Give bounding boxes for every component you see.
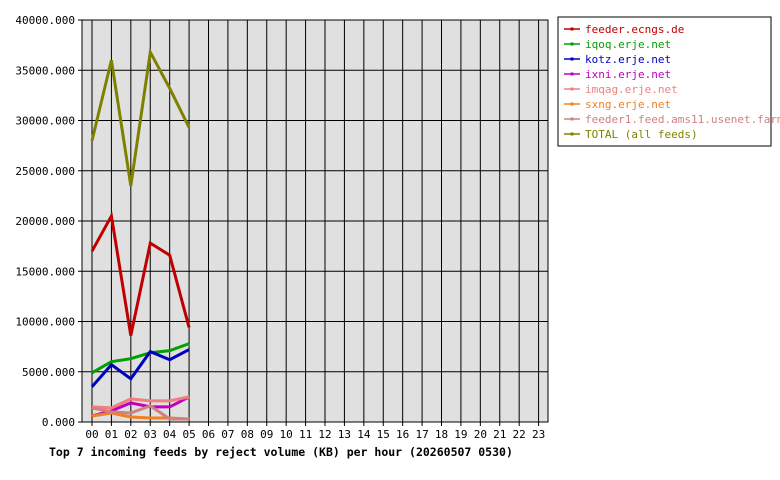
y-tick-label: 25000.000 [15,165,75,178]
x-tick-label: 05 [182,428,195,441]
x-tick-label: 13 [338,428,351,441]
legend-marker [570,72,574,76]
x-tick-label: 09 [260,428,273,441]
x-tick-label: 10 [280,428,293,441]
y-tick-label: 15000.000 [15,265,75,278]
y-tick-label: 35000.000 [15,64,75,77]
legend-marker [570,27,574,31]
x-tick-label: 02 [124,428,137,441]
y-tick-label: 40000.000 [15,14,75,27]
y-tick-label: 5000.000 [22,366,75,379]
series-line-2 [90,348,190,388]
legend-marker [570,42,574,46]
y-tick-label: 30000.000 [15,115,75,128]
legend-marker [570,102,574,106]
legend-label: feeder1.feed.ams11.usenet.farm [585,113,780,126]
legend-label: TOTAL (all feeds) [585,128,698,141]
x-tick-label: 23 [532,428,545,441]
legend-marker [570,87,574,91]
x-tick-label: 12 [318,428,331,441]
series-line-7 [90,47,191,187]
x-axis-ticks: 00 01 02 03 04 05 06 07 08 09 10 11 12 13 14 15 16 17 18 19… [85,422,545,441]
x-tick-label: 22 [513,428,526,441]
series-line-1 [91,342,190,375]
x-tick-label: 00 [85,428,98,441]
x-tick-label: 21 [493,428,506,441]
x-tick-label: 07 [221,428,234,441]
x-tick-label: 18 [435,428,448,441]
series-lines [90,47,191,421]
series-line-6 [91,404,190,421]
legend-marker [570,132,574,136]
legend-label: ixni.erje.net [585,68,671,81]
x-tick-label: 08 [241,428,254,441]
legend-marker [570,57,574,61]
x-tick-label: 01 [105,428,118,441]
x-tick-label: 19 [454,428,467,441]
x-tick-label: 06 [202,428,215,441]
y-tick-label: 0.000 [42,416,75,429]
legend-box [557,16,772,147]
x-tick-label: 16 [396,428,409,441]
x-tick-label: 17 [415,428,428,441]
grid [82,20,548,422]
legend-label: sxng.erje.net [585,98,671,111]
legend-label: kotz.erje.net [585,53,671,66]
x-tick-label: 14 [357,428,371,441]
y-axis-ticks: 0.000 5000.000 10000.000 15000.000 20000.000… [15,14,82,429]
series-line-4 [91,395,190,410]
y-tick-label: 20000.000 [15,215,75,228]
legend-label: imqag.erje.net [585,83,678,96]
legend-label: iqoq.erje.net [585,38,671,51]
legend-marker [570,117,574,121]
legend-label: feeder.ecngs.de [585,23,684,36]
chart-title: Top 7 incoming feeds by reject volume (K… [49,445,513,459]
series-line-0 [90,211,191,336]
x-tick-label: 20 [474,428,487,441]
x-tick-label: 04 [163,428,177,441]
legend: feeder.ecngs.de iqoq.erje.net kotz.erje.ne… [557,16,780,147]
y-tick-label: 10000.000 [15,316,75,329]
x-tick-label: 03 [144,428,157,441]
x-tick-label: 11 [299,428,312,441]
x-tick-label: 15 [377,428,390,441]
